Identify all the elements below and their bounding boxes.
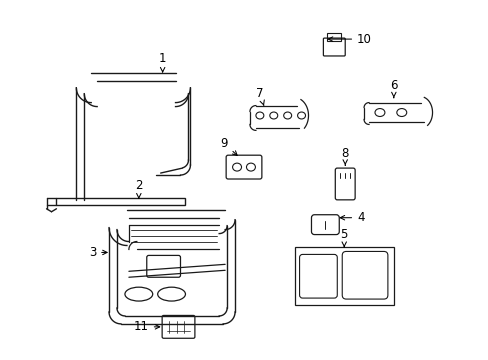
Text: 8: 8 [341,147,348,165]
Text: 1: 1 [159,53,166,72]
Bar [294,247,393,305]
Text: 9: 9 [220,137,237,156]
Text: 10: 10 [327,33,371,46]
Text: 3: 3 [89,246,107,259]
Text: 11: 11 [134,320,160,333]
Text: 2: 2 [135,179,142,198]
Text: 7: 7 [256,87,264,105]
Text: 5: 5 [340,228,347,247]
Text: 4: 4 [340,211,364,224]
Text: 6: 6 [389,79,397,98]
